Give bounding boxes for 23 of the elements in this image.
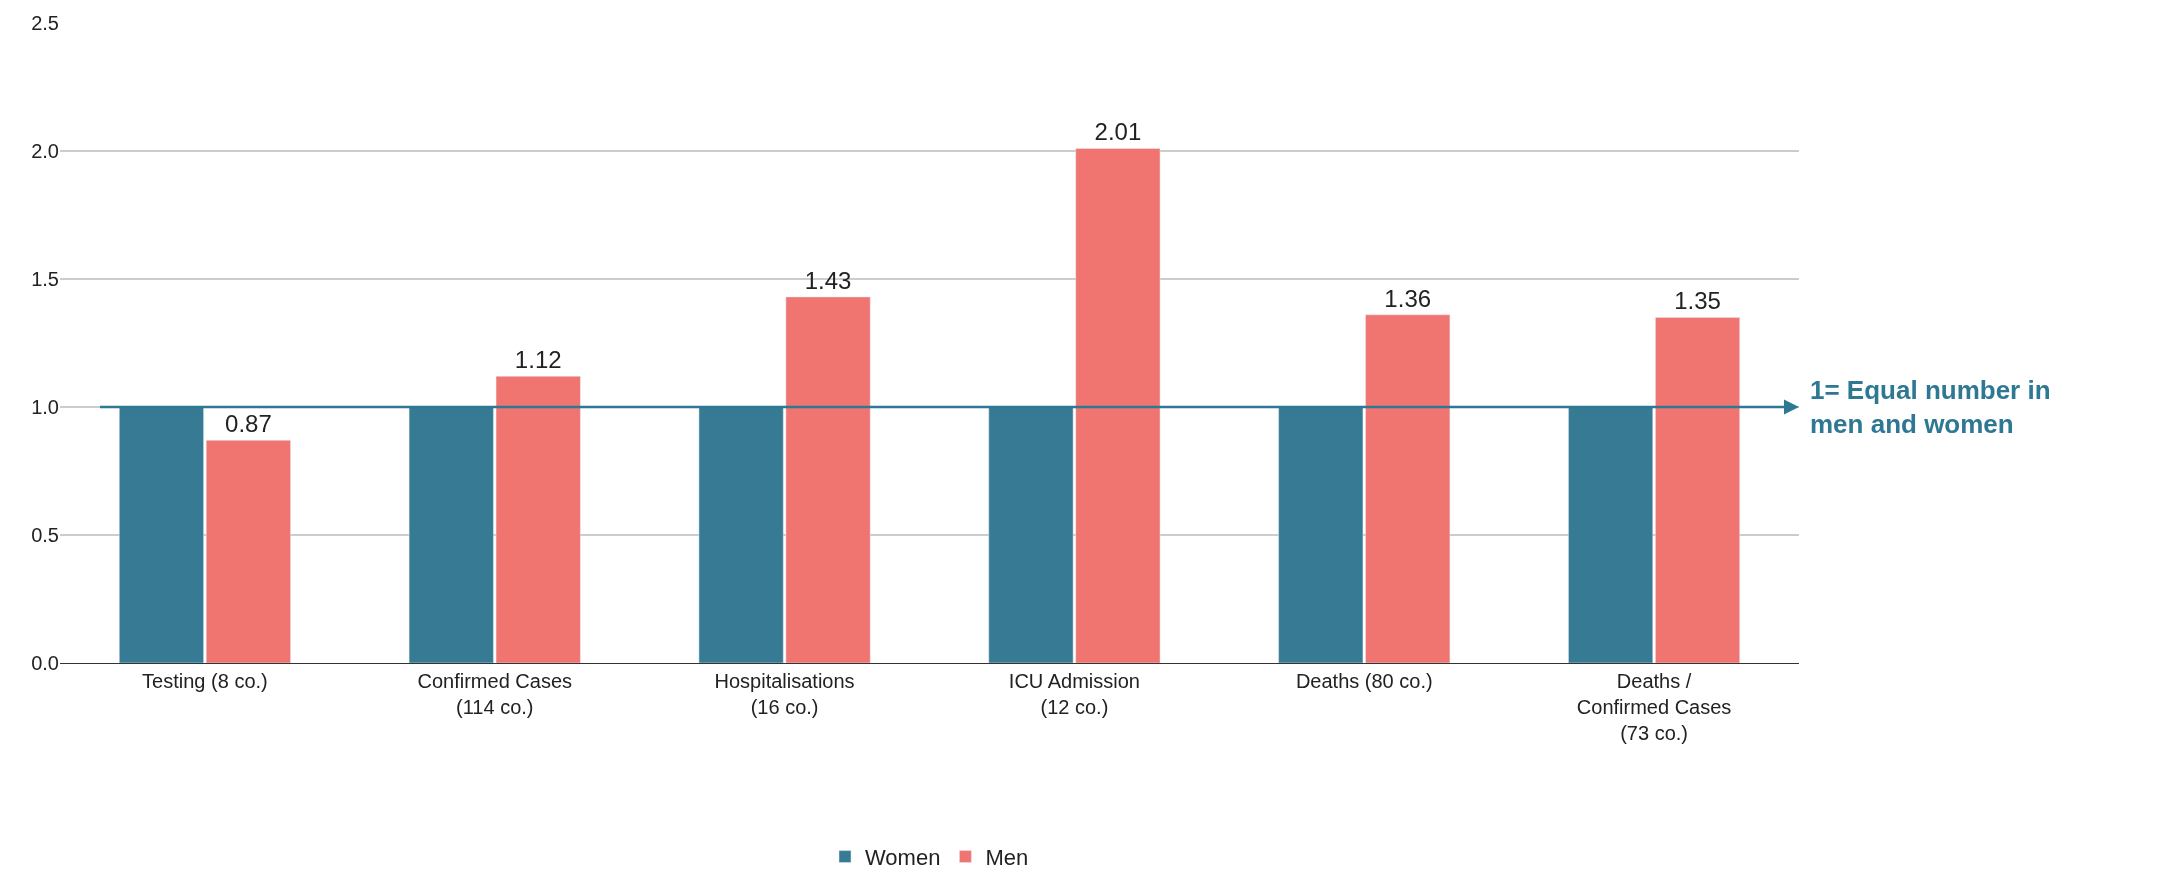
legend-label: Men <box>985 845 1029 871</box>
x-tick-label: Deaths / Confirmed Cases (73 co.) <box>1576 670 1732 744</box>
data-label: 1.43 <box>804 266 852 294</box>
x-tick-label: Hospitalisations (16 co.) <box>714 670 855 718</box>
x-tick-label: Deaths (80 co.) <box>1295 670 1433 692</box>
y-tick-label: 0.5 <box>31 524 59 546</box>
x-tick-label: Confirmed Cases (114 co.) <box>417 670 573 718</box>
data-label: 2.01 <box>1094 118 1142 146</box>
data-label: 0.87 <box>225 410 272 438</box>
bar <box>205 440 291 663</box>
legend-label: Women <box>865 845 941 871</box>
y-tick-label: 0.0 <box>31 652 59 674</box>
y-tick-label: 2.5 <box>31 12 59 34</box>
y-tick-label: 1.0 <box>31 396 59 418</box>
bar <box>1655 317 1740 663</box>
y-tick-label: 1.5 <box>31 268 59 290</box>
y-tick-label: 2.0 <box>31 140 59 162</box>
x-tick-label: ICU Admission (12 co.) <box>1008 670 1140 718</box>
x-tick-label: Testing (8 co.) <box>142 670 268 692</box>
data-label: 1.36 <box>1384 284 1432 312</box>
ref-line-label: 1= Equal number in men and women <box>1810 375 2051 439</box>
data-label: 1.35 <box>1674 287 1721 315</box>
data-label: 1.12 <box>514 346 562 374</box>
